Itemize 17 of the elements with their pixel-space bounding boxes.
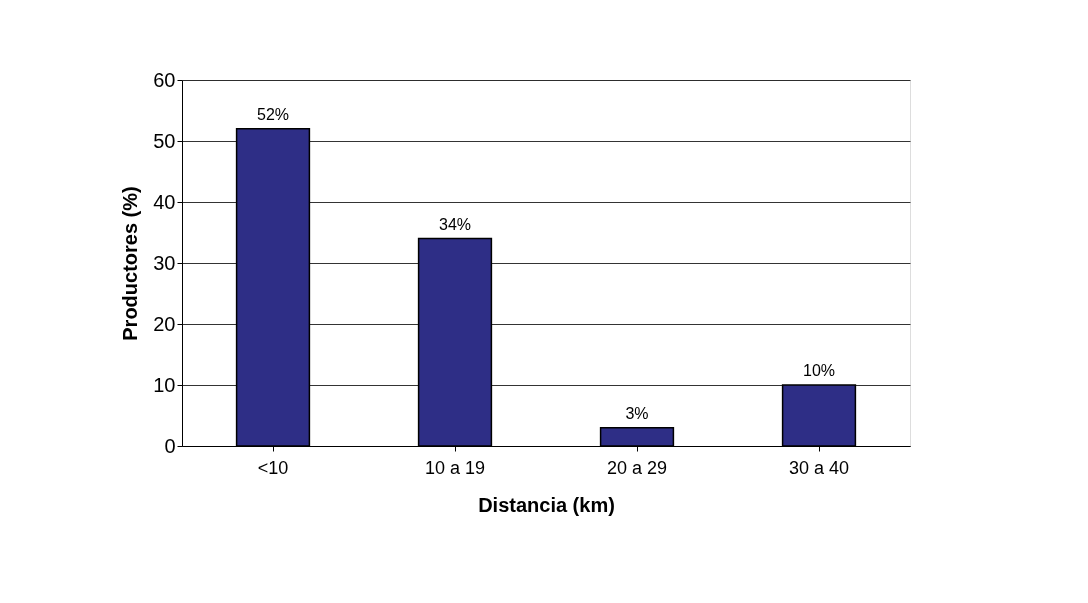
y-tick-label: 10 bbox=[153, 373, 176, 396]
data-label: 10% bbox=[802, 362, 836, 379]
x-tick-label: <10 bbox=[257, 457, 289, 478]
y-tick-label: 0 bbox=[164, 434, 176, 457]
data-label: 34% bbox=[438, 215, 472, 233]
data-label: 52% bbox=[256, 105, 290, 123]
y-tick-label: 30 bbox=[153, 251, 176, 274]
data-label: 3% bbox=[625, 404, 649, 422]
x-tick-label: 20 a 29 bbox=[606, 457, 668, 478]
x-tick-label: 30 a 40 bbox=[788, 457, 850, 478]
y-tick-label: 40 bbox=[153, 190, 176, 213]
y-tick-label: 60 bbox=[153, 68, 176, 91]
y-tick-label: 50 bbox=[153, 129, 176, 152]
x-tick-label: 10 a 19 bbox=[424, 457, 486, 478]
x-axis-title: Distancia (km) bbox=[478, 493, 615, 516]
y-axis-title: Productores (%) bbox=[119, 186, 142, 341]
y-tick-label: 20 bbox=[153, 312, 176, 335]
